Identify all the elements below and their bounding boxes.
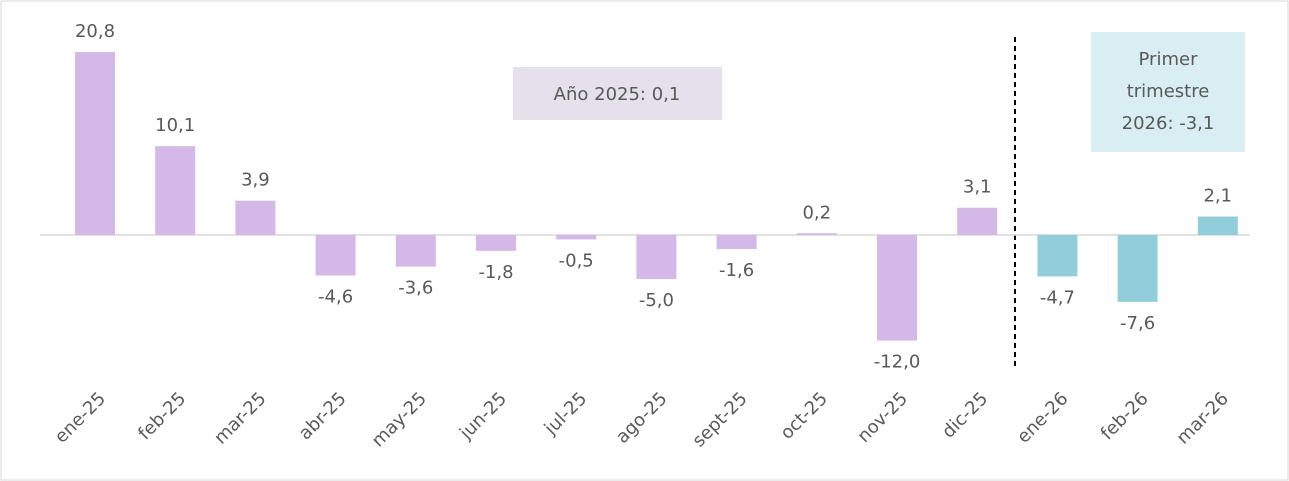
bar — [877, 235, 917, 341]
annotation: Año 2025: 0,1 — [554, 84, 681, 105]
data-label: -5,0 — [639, 290, 674, 311]
data-label: -1,6 — [719, 260, 754, 281]
bar — [636, 235, 677, 280]
bar — [155, 146, 196, 236]
annotation: 2026: -3,1 — [1122, 113, 1215, 134]
bar — [796, 233, 837, 236]
data-label: -3,6 — [398, 278, 433, 299]
data-label: -1,8 — [478, 262, 513, 283]
data-label: -4,7 — [1040, 287, 1075, 308]
bar — [235, 200, 276, 236]
annotation: trimestre — [1127, 81, 1210, 102]
data-label: -4,6 — [318, 286, 353, 307]
data-label: 3,9 — [241, 170, 270, 191]
bar — [716, 235, 757, 250]
data-label: -7,6 — [1120, 313, 1155, 334]
data-label: -0,5 — [559, 250, 594, 271]
bar — [1037, 235, 1078, 277]
data-label: -12,0 — [874, 352, 921, 373]
bar — [476, 235, 516, 251]
bar — [957, 207, 998, 236]
bar — [315, 235, 356, 276]
bar — [556, 235, 597, 240]
bar — [1197, 216, 1238, 236]
data-label: 0,2 — [802, 202, 831, 223]
annotation-box — [1091, 32, 1245, 152]
data-label: 2,1 — [1203, 186, 1232, 207]
data-label: 10,1 — [155, 115, 195, 136]
annotation-box — [513, 67, 722, 120]
annotation: Primer — [1139, 49, 1199, 70]
data-label: 3,1 — [963, 177, 992, 198]
data-label: 20,8 — [75, 21, 115, 42]
bar — [395, 235, 436, 267]
bar — [75, 52, 115, 236]
bar — [1117, 235, 1158, 302]
